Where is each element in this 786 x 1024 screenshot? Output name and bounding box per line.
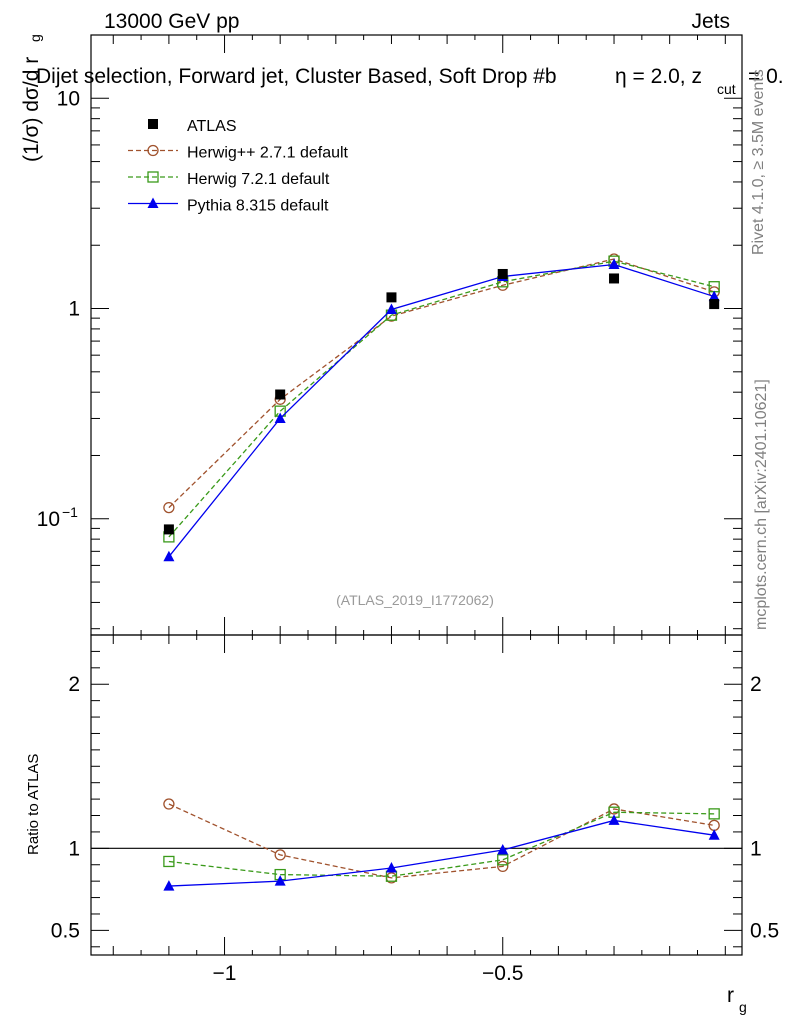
series-herwigpp bbox=[163, 798, 720, 884]
data-point-atlas bbox=[275, 389, 286, 400]
main-ytick-label: 1 bbox=[68, 298, 80, 321]
data-point-herwig7 bbox=[708, 808, 720, 820]
data-point-atlas bbox=[386, 292, 397, 303]
legend-entry-pythia: Pythia 8.315 default bbox=[128, 197, 329, 215]
series-line-herwig7 bbox=[168, 811, 715, 877]
data-point-pythia bbox=[274, 875, 286, 886]
legend-label-herwig7: Herwig 7.2.1 default bbox=[187, 171, 330, 188]
legend-entry-atlas: ATLAS bbox=[148, 118, 237, 135]
ratio-ytick-label-right: 0.5 bbox=[750, 919, 779, 942]
ratio-series-layer bbox=[163, 798, 720, 891]
analysis-watermark: (ATLAS_2019_I1772062) bbox=[336, 592, 494, 608]
legend-label-pythia: Pythia 8.315 default bbox=[187, 198, 329, 215]
data-point-pythia bbox=[163, 550, 175, 562]
data-point-herwig7 bbox=[163, 855, 175, 868]
series-herwigpp bbox=[163, 253, 720, 514]
main-ylabel-sub: g bbox=[27, 34, 43, 42]
series-line-herwigpp bbox=[168, 803, 715, 879]
series-line-pythia bbox=[168, 819, 715, 887]
x-axis-label-sub: g bbox=[739, 999, 747, 1015]
series-herwig7 bbox=[163, 806, 720, 882]
series-line-pythia bbox=[168, 263, 715, 558]
data-point-pythia bbox=[497, 843, 509, 855]
plot-title-sub: cut bbox=[717, 81, 736, 97]
ratio-axis-ticks: −1 −0.5 0.5 0.5 1 1 2 2 bbox=[51, 635, 779, 985]
series-line-herwigpp bbox=[168, 258, 715, 509]
data-point-herwigpp bbox=[163, 798, 175, 810]
ratio-ytick-label-right: 1 bbox=[750, 837, 762, 860]
data-point-pythia bbox=[163, 880, 175, 891]
side-rivet-label: Rivet 4.1.0, ≥ 3.5M events bbox=[750, 69, 767, 255]
ratio-ytick-label-left: 0.5 bbox=[51, 919, 80, 942]
main-ytick-label: 10 bbox=[37, 508, 60, 531]
ratio-ytick-label-right: 2 bbox=[750, 673, 762, 696]
main-ytick-exponent: −1 bbox=[62, 504, 78, 520]
data-point-pythia bbox=[708, 290, 720, 302]
legend-marker-atlas bbox=[148, 119, 158, 129]
legend-entry-herwigpp: Herwig++ 2.7.1 default bbox=[128, 145, 349, 162]
data-point-pythia bbox=[274, 412, 286, 423]
data-point-pythia bbox=[708, 829, 720, 840]
ratio-xtick-label: −1 bbox=[213, 962, 237, 985]
legend-marker-herwig7 bbox=[147, 171, 159, 183]
data-point-herwigpp bbox=[163, 501, 175, 514]
data-point-atlas bbox=[609, 273, 620, 284]
series-herwig7 bbox=[163, 255, 720, 543]
main-ylabel-text: (1/σ) dσ/d r bbox=[20, 57, 43, 162]
plot-title-extra: η = 2.0, z bbox=[615, 65, 702, 88]
legend-label-herwigpp: Herwig++ 2.7.1 default bbox=[187, 145, 349, 162]
plot-title-end: = 0. bbox=[748, 65, 784, 88]
category-label: Jets bbox=[691, 10, 730, 33]
series-pythia bbox=[163, 814, 720, 891]
ratio-frame bbox=[90, 634, 743, 956]
plot-title: Dijet selection, Forward jet, Cluster Ba… bbox=[36, 65, 557, 88]
legend-label-atlas: ATLAS bbox=[187, 118, 237, 135]
data-point-herwig7 bbox=[497, 854, 509, 866]
data-point-herwigpp bbox=[274, 849, 286, 861]
main-series-layer bbox=[163, 253, 720, 562]
ratio-ytick-label-left: 2 bbox=[68, 673, 80, 696]
ratio-ytick-label-left: 1 bbox=[68, 837, 80, 860]
data-point-herwigpp bbox=[497, 860, 509, 873]
series-pythia bbox=[163, 258, 720, 562]
side-mcplots-label: mcplots.cern.ch [arXiv:2401.10621] bbox=[753, 379, 770, 630]
legend-entry-herwig7: Herwig 7.2.1 default bbox=[128, 171, 330, 188]
data-point-pythia bbox=[385, 862, 397, 873]
data-point-pythia bbox=[608, 258, 620, 269]
data-point-pythia bbox=[385, 303, 397, 314]
main-ytick-label: 10 bbox=[57, 87, 80, 110]
ratio-xtick-label: −0.5 bbox=[482, 962, 523, 985]
ratio-ylabel: Ratio to ATLAS bbox=[25, 754, 42, 855]
main-ylabel: (1/σ) dσ/d r bbox=[20, 57, 43, 162]
x-axis-label: r bbox=[727, 984, 734, 1007]
series-atlas bbox=[163, 268, 720, 535]
energy-label: 13000 GeV pp bbox=[104, 10, 239, 33]
data-point-atlas bbox=[497, 268, 508, 279]
data-point-atlas bbox=[163, 524, 174, 535]
legend-marker-herwigpp bbox=[147, 144, 159, 157]
legend: ATLAS Herwig++ 2.7.1 default Herwig 7.2.1 … bbox=[128, 118, 349, 215]
series-line-herwig7 bbox=[168, 260, 715, 538]
legend-marker-pythia bbox=[147, 197, 159, 208]
data-point-atlas bbox=[709, 299, 720, 310]
plot-title-main: Dijet selection, Forward jet, Cluster Ba… bbox=[36, 65, 557, 88]
data-point-pythia bbox=[608, 814, 620, 825]
